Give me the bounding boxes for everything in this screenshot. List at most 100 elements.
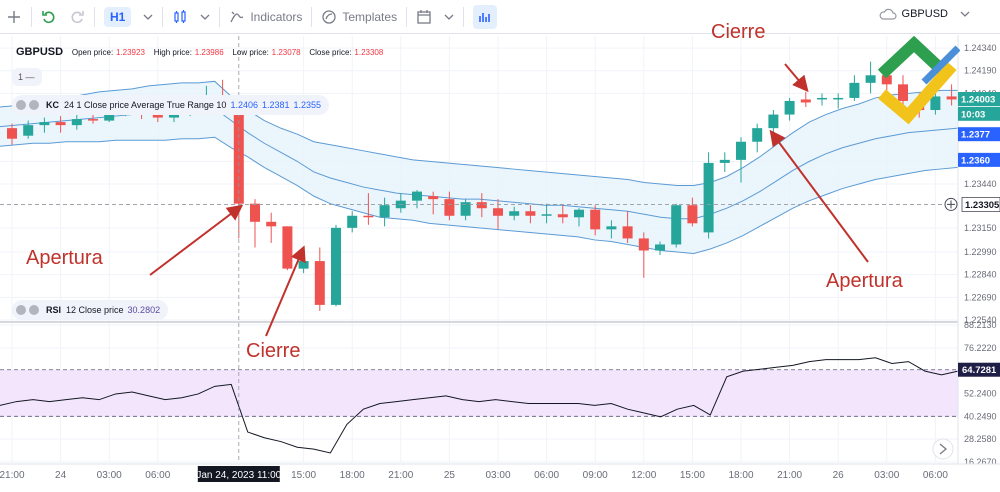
candle-body xyxy=(719,159,730,163)
candle-body xyxy=(881,75,892,85)
time-tick-label: 26 xyxy=(833,470,845,481)
interval-dropdown[interactable] xyxy=(137,0,159,34)
candles xyxy=(7,61,957,311)
indicators-icon xyxy=(230,11,244,22)
rsi-current-label: 64.7281 xyxy=(962,365,997,376)
candle-body xyxy=(865,75,876,83)
high-label: High price: xyxy=(153,48,192,57)
candle-body xyxy=(703,162,714,233)
candle-body xyxy=(946,96,957,100)
collapse-indicators-button[interactable]: 1 — xyxy=(12,68,42,86)
close-icon[interactable] xyxy=(16,100,26,110)
candle-body xyxy=(152,114,163,118)
indicators-label: Indicators xyxy=(250,9,303,24)
candle-body xyxy=(525,211,536,216)
kc-value-upper: 1.2406 xyxy=(230,100,258,110)
kc-name: KC xyxy=(46,100,59,110)
kc-params: 24 1 Close price Average True Range 10 xyxy=(64,100,227,110)
candle-body xyxy=(574,209,584,218)
candle-body xyxy=(493,208,503,216)
candle-body xyxy=(347,215,358,228)
rsi-current-box xyxy=(958,362,1000,377)
candle-body xyxy=(476,202,487,209)
candle-body xyxy=(784,100,795,115)
time-tick-label: 21:00 xyxy=(777,470,802,481)
indicators-button[interactable]: Indicators xyxy=(223,0,308,34)
time-tick-label: 21:00 xyxy=(388,470,413,481)
crosshair-tool-button[interactable] xyxy=(0,0,28,34)
chart-type-dropdown[interactable] xyxy=(194,0,216,34)
annotation-arrow xyxy=(784,63,809,93)
time-tick-label: 21:00 xyxy=(0,470,25,481)
ohlc-legend: GBPUSD Open price: 1.23923 High price: 1… xyxy=(16,46,389,58)
candle-body xyxy=(849,82,860,98)
rsi-line xyxy=(0,357,959,454)
rsi-tick-label: 52.2400 xyxy=(964,389,997,399)
candle-body xyxy=(88,119,98,121)
time-tick-label: 15:00 xyxy=(680,470,705,481)
templates-label: Templates xyxy=(342,9,398,24)
rsi-tick-label: 28.2580 xyxy=(964,434,997,444)
candle-body xyxy=(331,227,341,305)
redo-button[interactable] xyxy=(63,0,91,34)
undo-button[interactable] xyxy=(35,0,63,34)
chevron-down-icon xyxy=(200,14,210,20)
annotation-arrow xyxy=(265,245,306,337)
candle-body xyxy=(817,97,827,100)
bar-chart-button[interactable] xyxy=(467,0,503,34)
price-label-text: 10:03 xyxy=(961,109,985,120)
collapse-label: 1 — xyxy=(18,72,35,82)
time-tick-label: 18:00 xyxy=(728,470,753,481)
time-tick-label: 03:00 xyxy=(97,470,122,481)
gear-icon[interactable] xyxy=(29,100,39,110)
price-tick-label: 1.22840 xyxy=(964,270,997,280)
annotation-apertura-left: Apertura xyxy=(26,247,103,269)
kc-value-lower: 1.2355 xyxy=(293,100,322,110)
top-toolbar: H1 Indicators Templates xyxy=(0,0,1000,34)
crosshair-icon xyxy=(8,10,20,23)
rsi-legend[interactable]: RSI 12 Close price 30.2802 xyxy=(12,300,169,320)
rsi-value: 30.2802 xyxy=(127,305,161,315)
price-tick-label: 1.23150 xyxy=(964,223,997,233)
calendar-button[interactable] xyxy=(410,0,438,34)
candle-body xyxy=(460,202,471,216)
low-label: Low price: xyxy=(232,48,269,57)
rsi-tick-label: 40.2490 xyxy=(964,411,997,421)
interval-label: H1 xyxy=(104,6,132,27)
rsi-tick-label: 76.2220 xyxy=(964,343,997,353)
close-label: Close price: xyxy=(309,48,352,57)
time-tick-label: 18:00 xyxy=(340,470,365,481)
candle-body xyxy=(557,214,568,218)
annotation-apertura-right: Apertura xyxy=(826,270,903,292)
kc-legend[interactable]: KC 24 1 Close price Average True Range 1… xyxy=(12,95,330,115)
interval-selector[interactable]: H1 xyxy=(98,0,137,34)
price-tick-label: 1.22540 xyxy=(964,315,997,325)
crosshair-time-label: Jan 24, 2023 11:00 xyxy=(196,470,281,481)
annotation-cierre-bottom: Cierre xyxy=(246,340,301,362)
symbol-selector[interactable]: GBPUSD xyxy=(879,7,970,21)
price-tick-label: 1.22990 xyxy=(964,247,997,257)
gear-icon[interactable] xyxy=(29,305,39,315)
candle-body xyxy=(768,114,779,129)
calendar-dropdown[interactable] xyxy=(438,0,460,34)
candle-body xyxy=(314,261,325,305)
close-icon[interactable] xyxy=(16,305,26,315)
rsi-name: RSI xyxy=(46,305,62,315)
time-tick-label: 03:00 xyxy=(485,470,510,481)
kc-value-middle: 1.2381 xyxy=(261,100,290,110)
price-label-text: 1.2360 xyxy=(961,155,990,166)
candle-body xyxy=(363,215,374,218)
templates-icon xyxy=(322,9,337,24)
time-tick-label: 12:00 xyxy=(631,470,656,481)
rsi-params: 12 Close price xyxy=(66,305,124,315)
candle-body xyxy=(250,203,260,222)
candle-body xyxy=(736,141,746,160)
templates-button[interactable]: Templates xyxy=(315,0,403,34)
candle-body xyxy=(606,226,617,230)
candle-body xyxy=(509,211,520,216)
chart-type-button[interactable] xyxy=(166,0,194,34)
cloud-icon xyxy=(879,8,897,20)
candle-body xyxy=(590,209,601,230)
price-label-box xyxy=(958,152,1000,167)
